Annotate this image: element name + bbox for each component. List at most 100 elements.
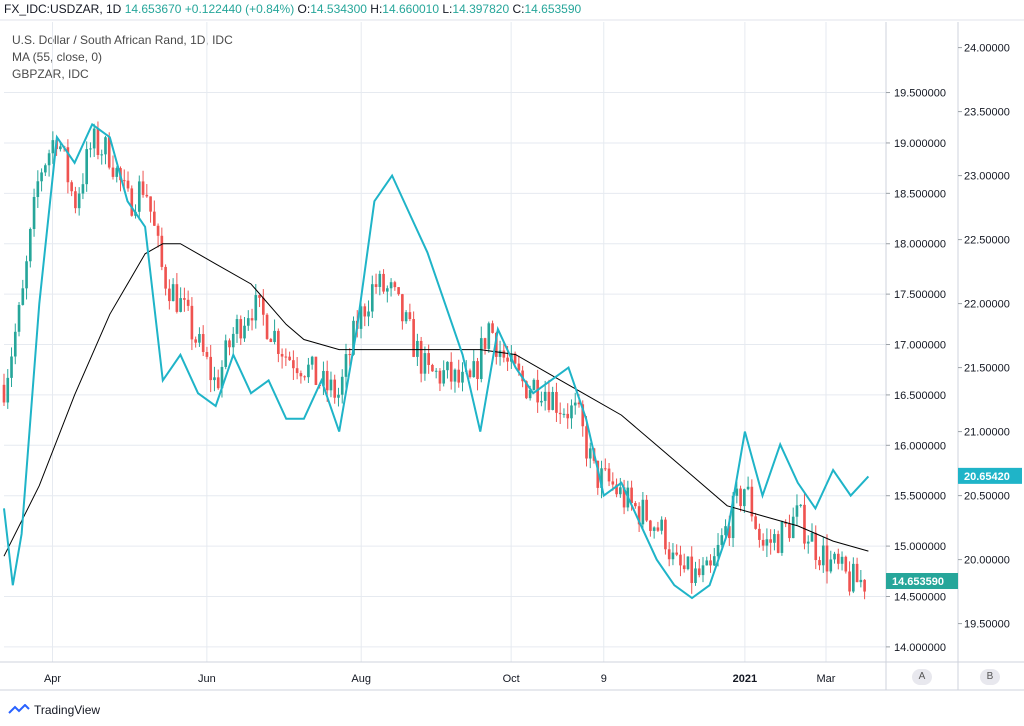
candle-body (795, 505, 799, 517)
x-tick-label: 9 (601, 673, 607, 685)
candle-body (686, 556, 690, 570)
left-tick-label: 15.000000 (894, 541, 946, 553)
candle-body (85, 149, 88, 185)
candle-body (656, 527, 660, 531)
candle-body (833, 553, 836, 560)
candle-body (59, 146, 62, 150)
candle-body (859, 579, 863, 583)
candle-body (171, 284, 175, 302)
candle-body (77, 193, 81, 209)
candle-body (156, 225, 160, 236)
candle-body (720, 535, 724, 545)
candle-body (269, 338, 273, 342)
candle-body (273, 330, 276, 342)
candle-body (585, 426, 588, 459)
right-tick-label: 23.50000 (964, 107, 1010, 119)
candle-body (153, 211, 156, 226)
last-price: 14.653670 (124, 2, 182, 16)
candle-body (32, 196, 36, 229)
candle-body (419, 340, 423, 374)
candle-body (675, 552, 679, 555)
candle-body (506, 357, 509, 362)
candle-body (600, 468, 603, 488)
candle-body (498, 350, 502, 357)
candle-body (92, 128, 96, 149)
open-value: 14.534300 (310, 2, 367, 16)
candle-body (51, 140, 55, 154)
candle-body (682, 565, 686, 570)
candle-body (265, 314, 269, 339)
legend-ma[interactable]: MA (55, close, 0) (12, 50, 103, 64)
right-tick-label: 21.50000 (964, 363, 1010, 375)
candle-body (449, 361, 453, 382)
candle-body (750, 486, 754, 517)
candle-body (382, 273, 385, 292)
candle-body (848, 571, 851, 592)
high-label: H: (370, 2, 383, 16)
candle-body (645, 499, 648, 521)
candle-body (810, 532, 814, 542)
candle-body (190, 305, 194, 340)
candle-body (724, 526, 727, 536)
candle-body (525, 381, 528, 399)
candle-body (81, 184, 85, 194)
compare-line (3, 122, 870, 600)
candle-body (521, 370, 524, 382)
candle-body (408, 312, 412, 320)
candle-body (863, 579, 866, 592)
close-value: 14.653590 (524, 2, 582, 16)
candle-body (457, 369, 461, 383)
candle-body (337, 394, 340, 398)
candle-body (581, 404, 585, 427)
candle-body (44, 165, 47, 173)
candle-body (769, 539, 772, 543)
right-tick-label: 21.00000 (964, 427, 1010, 439)
candle-body (2, 384, 6, 403)
candle-body (284, 356, 288, 358)
candle-body (483, 338, 487, 349)
candle-body (603, 468, 607, 470)
candle-body (434, 370, 438, 372)
candle-body (359, 306, 363, 329)
open-label: O: (297, 2, 311, 16)
candle-body (641, 499, 645, 525)
candle-body (288, 356, 291, 361)
candle-body (344, 354, 348, 377)
candle-body (201, 334, 205, 352)
candle-body (194, 339, 197, 343)
left-tick-label: 17.000000 (894, 340, 946, 352)
candle-body (746, 486, 750, 490)
candle-body (543, 391, 547, 401)
candle-body (145, 194, 149, 197)
candle-body (697, 568, 701, 576)
candle-body (213, 377, 216, 381)
right-tick-label: 22.50000 (964, 235, 1010, 247)
candle-body (21, 288, 25, 305)
candle-body (551, 391, 554, 410)
candle-body (254, 295, 258, 321)
candle-body (637, 506, 641, 525)
tradingview-logo-icon (8, 704, 30, 714)
candle-body (370, 284, 374, 312)
candle-body (453, 369, 457, 382)
candle-body (292, 360, 295, 369)
legend-compare[interactable]: GBPZAR, IDC (12, 67, 89, 81)
price-change: +0.122440 (+0.84%) (184, 2, 295, 16)
symbol-label[interactable]: FX_IDC:USDZAR, 1D (4, 2, 122, 16)
candle-body (325, 370, 329, 391)
candle-body (239, 319, 243, 339)
candle-body (393, 282, 397, 288)
candle-body (243, 325, 246, 339)
log-scale-button[interactable]: B (980, 669, 1000, 685)
candle-body (228, 340, 231, 348)
legend-title[interactable]: U.S. Dollar / South African Rand, 1D, ID… (12, 33, 233, 47)
candle-body (596, 460, 600, 488)
candle-body (277, 330, 280, 354)
auto-scale-button[interactable]: A (912, 669, 932, 685)
x-tick-label: Mar (817, 673, 836, 685)
brand-label[interactable]: TradingView (34, 703, 101, 717)
candle-body (491, 323, 494, 333)
candle-body (479, 338, 483, 379)
candle-body (186, 299, 190, 306)
